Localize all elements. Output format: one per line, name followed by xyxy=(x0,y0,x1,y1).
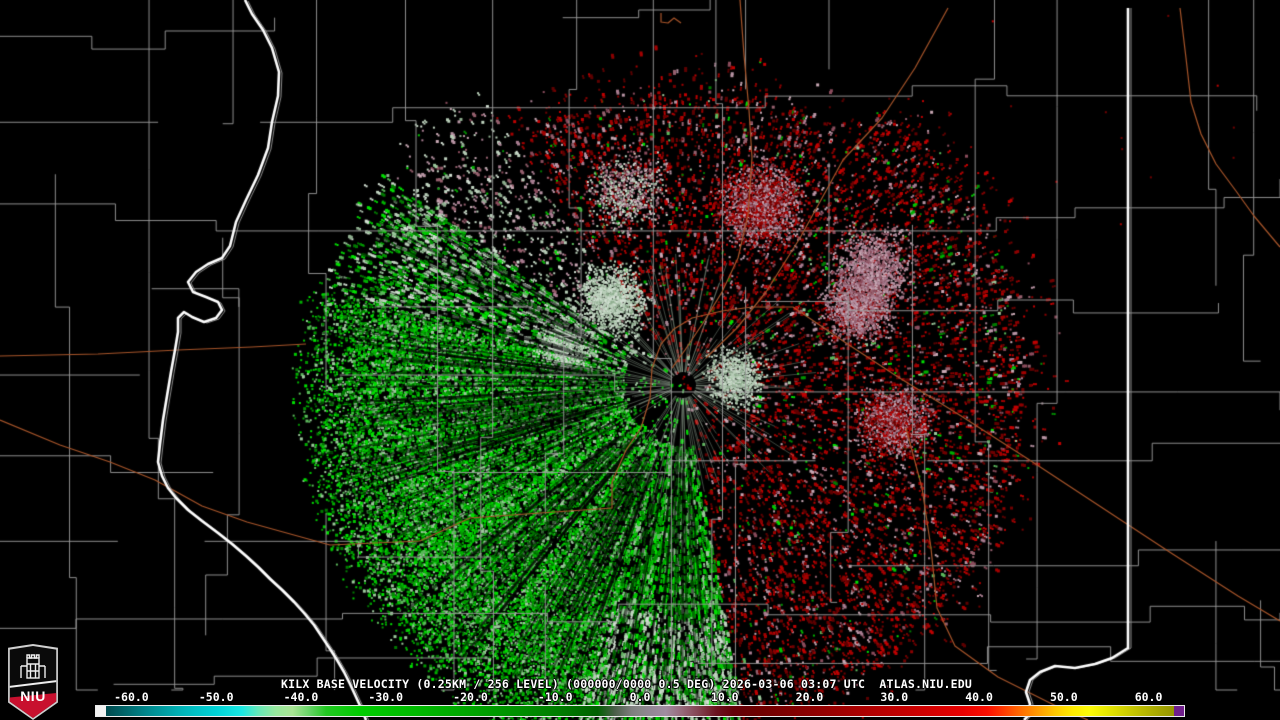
colorbar-high-cap xyxy=(1174,706,1184,716)
colorbar-tick-label: -20.0 xyxy=(453,690,488,704)
colorbar-tick-label: 10.0 xyxy=(710,690,739,704)
product-caption: KILX BASE VELOCITY (0.25KM / 256 LEVEL) … xyxy=(281,677,972,691)
colorbar-tick-label: -30.0 xyxy=(368,690,404,704)
niu-logo-text: NIU xyxy=(20,688,46,704)
colorbar-tick-label: 50.0 xyxy=(1049,690,1078,704)
niu-logo: NIU xyxy=(4,644,62,720)
colorbar-low-cap xyxy=(96,706,106,716)
colorbar-gradient xyxy=(106,706,1174,716)
velocity-colorbar xyxy=(95,705,1185,717)
colorbar-tick-label: 0.0 xyxy=(629,690,651,704)
colorbar-tick-label: -10.0 xyxy=(537,690,573,704)
colorbar-tick-label: 30.0 xyxy=(880,690,909,704)
castle-tower-icon xyxy=(20,654,46,679)
shield-body: NIU xyxy=(9,646,57,718)
colorbar-tick-label: 40.0 xyxy=(965,690,993,704)
colorbar-tick-label: -60.0 xyxy=(114,690,149,704)
colorbar-tick-label: 60.0 xyxy=(1134,690,1163,704)
colorbar-tick-label: -40.0 xyxy=(283,690,319,704)
colorbar-tick-label: -50.0 xyxy=(198,690,234,704)
colorbar-tick-label: 20.0 xyxy=(795,690,824,704)
